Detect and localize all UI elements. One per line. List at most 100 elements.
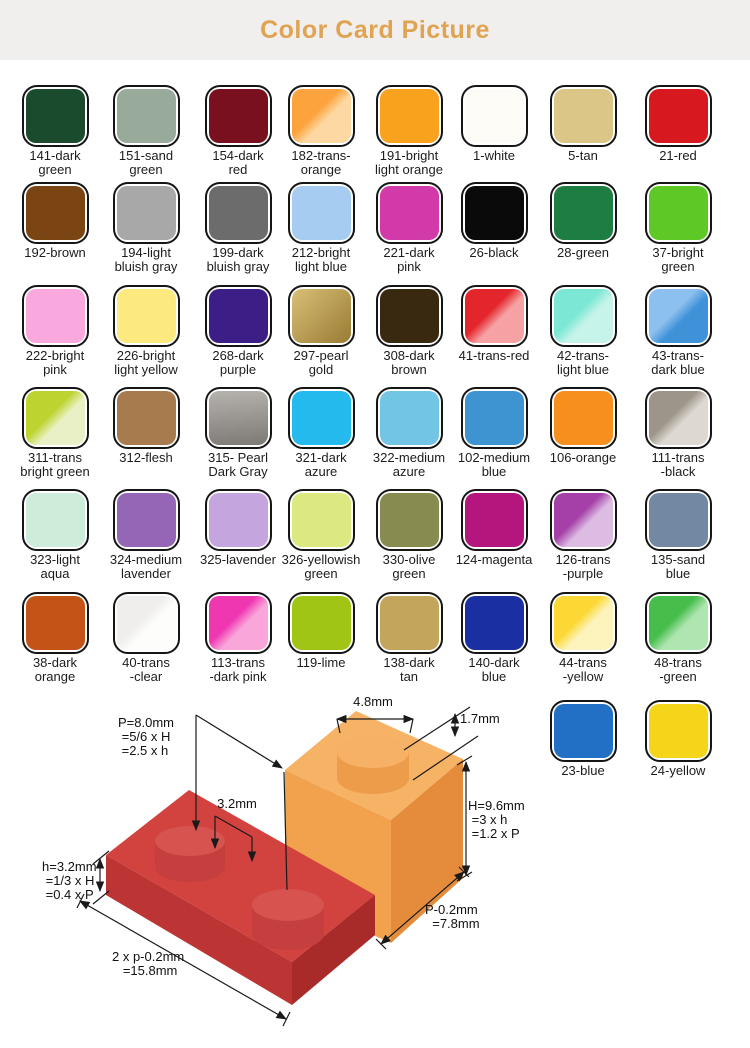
swatch-label: 226-bright light yellow xyxy=(114,348,178,377)
color-swatch xyxy=(549,592,617,654)
swatch-label: 23-blue xyxy=(561,763,605,778)
swatch-cell: 106-orange xyxy=(536,387,630,465)
swatch-cell: 182-trans- orange xyxy=(274,85,368,177)
color-swatch xyxy=(21,387,89,449)
swatch-label: 102-medium blue xyxy=(457,450,531,479)
swatch-label: 222-bright pink xyxy=(25,348,85,377)
depth-dimension-label: P-0.2mm =7.8mm xyxy=(425,902,480,931)
stud-gap-label: 3.2mm xyxy=(217,796,257,811)
length-dimension-label: 2 x p-0.2mm =15.8mm xyxy=(112,949,185,978)
swatch-label: 38-dark orange xyxy=(32,655,78,684)
color-swatch xyxy=(204,285,272,347)
pitch-dimension-label: P=8.0mm =5/6 x H =2.5 x h xyxy=(118,715,174,758)
swatch-fill xyxy=(116,289,176,343)
color-swatch xyxy=(287,489,355,551)
stud-height-label: 1.7mm xyxy=(460,711,500,726)
swatch-fill xyxy=(379,493,439,547)
swatch-fill xyxy=(25,493,85,547)
dim-stud-gap-bridge xyxy=(214,815,253,838)
swatch-cell: 119-lime xyxy=(274,592,368,670)
swatch-label: 1-white xyxy=(473,148,515,163)
swatch-cell: 226-bright light yellow xyxy=(99,285,193,377)
swatch-label: 322-medium azure xyxy=(372,450,446,479)
swatch-fill xyxy=(291,391,351,445)
swatch-cell: 194-light bluish gray xyxy=(99,182,193,274)
swatch-fill xyxy=(464,596,524,650)
swatch-label: 140-dark blue xyxy=(468,655,520,684)
color-swatch xyxy=(375,85,443,147)
swatch-label: 151-sand green xyxy=(118,148,174,177)
swatch-fill xyxy=(553,704,613,758)
swatch-label: 43-trans- dark blue xyxy=(651,348,705,377)
dim-tick xyxy=(336,718,341,734)
swatch-label: 21-red xyxy=(659,148,697,163)
swatch-fill xyxy=(25,289,85,343)
swatch-label: 26-black xyxy=(469,245,519,260)
color-swatch xyxy=(549,489,617,551)
color-swatch xyxy=(375,387,443,449)
color-swatch xyxy=(112,592,180,654)
swatch-fill xyxy=(464,89,524,143)
swatch-label: 324-medium lavender xyxy=(109,552,183,581)
swatch-label: 221-dark pink xyxy=(383,245,435,274)
swatch-fill xyxy=(208,391,268,445)
swatch-fill xyxy=(208,493,268,547)
swatch-label: 111-trans -black xyxy=(651,450,705,479)
swatch-cell: 192-brown xyxy=(8,182,102,260)
swatch-fill xyxy=(291,289,351,343)
brick-height-label: H=9.6mm =3 x h =1.2 x P xyxy=(468,798,525,841)
swatch-fill xyxy=(553,186,613,240)
color-swatch xyxy=(460,182,528,244)
color-swatch xyxy=(112,85,180,147)
swatch-fill xyxy=(648,186,708,240)
swatch-cell: 28-green xyxy=(536,182,630,260)
color-swatch xyxy=(375,489,443,551)
swatch-label: 37-bright green xyxy=(652,245,704,274)
swatch-cell: 21-red xyxy=(631,85,725,163)
swatch-cell: 42-trans- light blue xyxy=(536,285,630,377)
swatch-cell: 221-dark pink xyxy=(362,182,456,274)
swatch-cell: 102-medium blue xyxy=(447,387,541,479)
dim-tick xyxy=(409,718,414,734)
swatch-cell: 44-trans -yellow xyxy=(536,592,630,684)
dim-tick xyxy=(375,938,387,950)
swatch-fill xyxy=(553,391,613,445)
color-swatch xyxy=(549,700,617,762)
color-swatch xyxy=(375,592,443,654)
swatch-fill xyxy=(379,391,439,445)
dim-stud-height-ext2 xyxy=(412,735,479,781)
color-swatch xyxy=(112,285,180,347)
color-swatch xyxy=(644,700,712,762)
color-swatch xyxy=(21,285,89,347)
color-swatch xyxy=(21,592,89,654)
swatch-cell: 41-trans-red xyxy=(447,285,541,363)
swatch-label: 48-trans -green xyxy=(654,655,702,684)
swatch-fill xyxy=(25,596,85,650)
swatch-cell: 324-medium lavender xyxy=(99,489,193,581)
color-swatch xyxy=(375,285,443,347)
swatch-cell: 26-black xyxy=(447,182,541,260)
swatch-label: 141-dark green xyxy=(29,148,81,177)
swatch-cell: 126-trans -purple xyxy=(536,489,630,581)
swatch-label: 315- Pearl Dark Gray xyxy=(208,450,268,479)
swatch-cell: 321-dark azure xyxy=(274,387,368,479)
swatch-fill xyxy=(464,289,524,343)
color-swatch xyxy=(287,387,355,449)
brick-dimension-diagram: P=8.0mm =5/6 x H =2.5 x h 4.8mm 1.7mm 3.… xyxy=(0,690,750,1048)
swatch-cell: 322-medium azure xyxy=(362,387,456,479)
color-swatch xyxy=(644,387,712,449)
swatch-fill xyxy=(116,391,176,445)
header-bar: Color Card Picture xyxy=(0,0,750,60)
swatch-label: 5-tan xyxy=(568,148,598,163)
swatch-label: 212-bright light blue xyxy=(291,245,351,274)
swatch-fill xyxy=(648,704,708,758)
color-swatch xyxy=(204,592,272,654)
color-swatch xyxy=(549,285,617,347)
color-swatch xyxy=(460,285,528,347)
swatch-label: 330-olive green xyxy=(382,552,436,581)
swatch-label: 311-trans bright green xyxy=(20,450,90,479)
red-stud2-top xyxy=(252,889,324,921)
swatch-fill xyxy=(648,89,708,143)
dimension-lines xyxy=(76,706,479,1027)
